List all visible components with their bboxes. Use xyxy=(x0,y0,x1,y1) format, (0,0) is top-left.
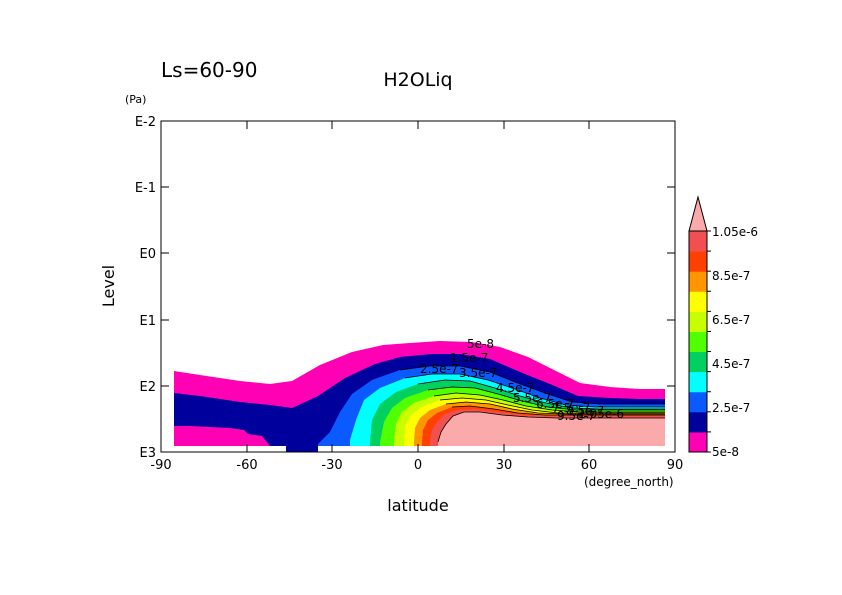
y-tick-label: E3 xyxy=(140,446,157,461)
x-units-label: (degree_north) xyxy=(584,475,674,489)
contour-label-5e-8: 5e-8 xyxy=(467,337,494,351)
x-tick-label: 30 xyxy=(496,458,513,473)
contour-lines xyxy=(399,365,665,443)
colorbar-tick-label: 6.5e-7 xyxy=(712,313,750,327)
contour-line-6 xyxy=(439,397,665,414)
y-tick-label: E1 xyxy=(140,314,157,329)
x-axis-title: latitude xyxy=(387,496,448,515)
colorbar-band xyxy=(689,331,707,353)
colorbar-band xyxy=(689,251,707,272)
contour-line-9 xyxy=(437,411,665,443)
y-axis: E-2 E-1 E0 E1 E2 E3 xyxy=(135,115,675,461)
colorbar-tick-label: 2.5e-7 xyxy=(712,401,750,415)
colorbar-frame xyxy=(688,230,708,453)
colorbar-band xyxy=(689,351,707,373)
y-tick-label: E-1 xyxy=(135,181,156,196)
contour-label-8.5e-7: 8.5e-7 xyxy=(566,404,604,418)
colorbar-band xyxy=(689,391,707,413)
x-tick-label: -30 xyxy=(321,458,342,473)
y-tick-label: E0 xyxy=(140,247,157,262)
contour-line-1 xyxy=(399,365,665,405)
contour-label-7.5e-7: 7.5e-7 xyxy=(552,401,590,415)
contour-line-3 xyxy=(417,379,665,410)
y-tick-label: E-2 xyxy=(135,115,156,130)
colorbar: 1.05e-6 8.5e-7 6.5e-7 4.5e-7 2.5e-7 5e-8 xyxy=(688,195,758,459)
colorbar-band xyxy=(689,311,707,332)
y-tick-label: E2 xyxy=(140,380,157,395)
colorbar-band xyxy=(689,431,707,453)
contour-label-4.5e-7: 4.5e-7 xyxy=(496,381,534,395)
contour-line-4 xyxy=(427,386,665,411)
colorbar-tick-label: 5e-8 xyxy=(712,445,739,459)
contour-line-7 xyxy=(445,401,665,415)
colorbar-tick-label: 4.5e-7 xyxy=(712,357,750,371)
polar-low-blue xyxy=(286,446,318,452)
y-axis-title: Level xyxy=(99,265,118,307)
subtitle-text: Ls=60-90 xyxy=(161,58,257,82)
colorbar-band xyxy=(689,291,707,312)
colorbar-ticks xyxy=(707,230,711,453)
x-tick-label: 90 xyxy=(667,458,684,473)
contour-label-1.5e-7: 1.5e-7 xyxy=(450,351,488,365)
x-tick-label: 0 xyxy=(414,458,422,473)
chart-title: H2OLiq xyxy=(383,69,452,91)
contour-label-9.5e-7: 9.5e-7 xyxy=(557,409,595,423)
colorbar-extend-arrow xyxy=(688,195,708,232)
x-tick-label: 60 xyxy=(581,458,598,473)
colorbar-bands xyxy=(689,231,707,453)
colorbar-band xyxy=(689,271,707,292)
contour-label-2.5e-7: 2.5e-7 xyxy=(420,362,458,376)
x-tick-label: -60 xyxy=(236,458,257,473)
contour-label-3.5e-7: 3.5e-7 xyxy=(459,366,497,380)
contour-label-6.5e-7: 6.5e-7 xyxy=(536,397,574,411)
colorbar-band xyxy=(689,371,707,393)
contour-line-5 xyxy=(433,392,665,413)
contour-label-group: 5e-8 1.5e-7 2.5e-7 3.5e-7 4.5e-7 5.5e-7 … xyxy=(420,337,624,423)
colorbar-band xyxy=(689,231,707,252)
colorbar-band xyxy=(689,411,707,433)
x-axis: -90 -60 -30 0 30 60 90 (degree_north) xyxy=(150,121,683,489)
colorbar-tick-label: 8.5e-7 xyxy=(712,269,750,283)
contour-label-5.5e-7: 5.5e-7 xyxy=(513,391,551,405)
contour-band-level-12 xyxy=(438,412,665,446)
contour-line-2 xyxy=(404,373,665,408)
contour-fill-group xyxy=(162,341,674,452)
y-units-label: (Pa) xyxy=(125,93,146,106)
colorbar-tick-label: 1.05e-6 xyxy=(712,225,758,239)
contour-label-1.05e-6: 1.05e-6 xyxy=(578,407,624,421)
contour-line-8 xyxy=(451,405,665,416)
x-tick-label: -90 xyxy=(150,458,171,473)
